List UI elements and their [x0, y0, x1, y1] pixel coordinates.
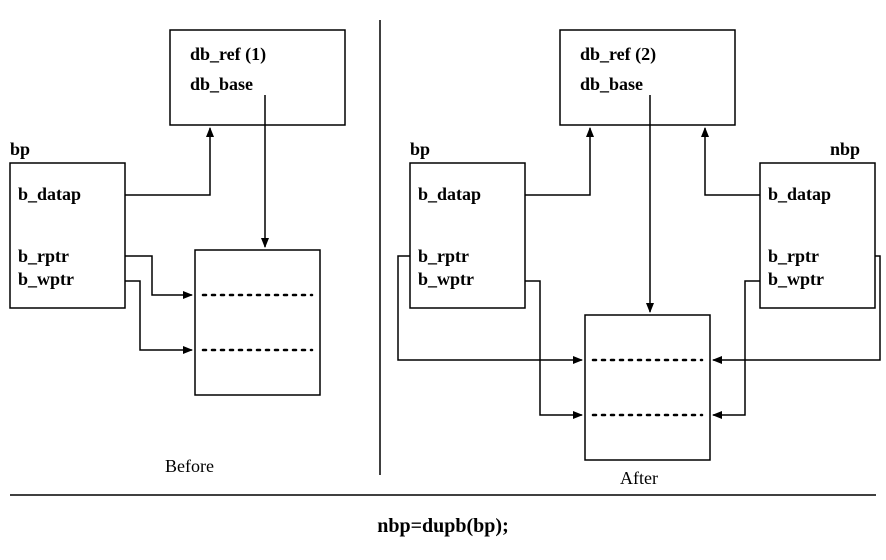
before-caption: Before — [165, 456, 214, 476]
before-bp-field-2: b_wptr — [18, 269, 74, 289]
dupb-diagram: bp b_datap b_rptr b_wptr db_ref (1) db_b… — [0, 0, 886, 560]
after-bp-field-0: b_datap — [418, 184, 481, 204]
code-line: nbp=dupb(bp); — [377, 515, 508, 537]
before-db-field-1: db_base — [190, 74, 253, 94]
after-bp-field-1: b_rptr — [418, 246, 469, 266]
before-arrow-wptr — [125, 281, 192, 350]
after-arrow-nbp-datap — [705, 128, 760, 195]
before-bp-label: bp — [10, 139, 30, 159]
before-db-field-0: db_ref (1) — [190, 44, 266, 65]
after-nbp-field-1: b_rptr — [768, 246, 819, 266]
after-arrow-bp-wptr — [525, 281, 582, 415]
after-arrow-nbp-wptr — [713, 281, 760, 415]
after-buffer-box — [585, 315, 710, 460]
after-arrow-bp-datap — [525, 128, 590, 195]
after-nbp-label: nbp — [830, 139, 860, 159]
before-bp-field-0: b_datap — [18, 184, 81, 204]
after-bp-field-2: b_wptr — [418, 269, 474, 289]
before-arrow-rptr — [125, 256, 192, 295]
after-nbp-field-2: b_wptr — [768, 269, 824, 289]
after-db-field-0: db_ref (2) — [580, 44, 656, 65]
before-arrow-datap — [125, 128, 210, 195]
after-bp-label: bp — [410, 139, 430, 159]
before-buffer-box — [195, 250, 320, 395]
before-bp-field-1: b_rptr — [18, 246, 69, 266]
after-db-field-1: db_base — [580, 74, 643, 94]
after-nbp-field-0: b_datap — [768, 184, 831, 204]
after-caption: After — [620, 468, 658, 488]
